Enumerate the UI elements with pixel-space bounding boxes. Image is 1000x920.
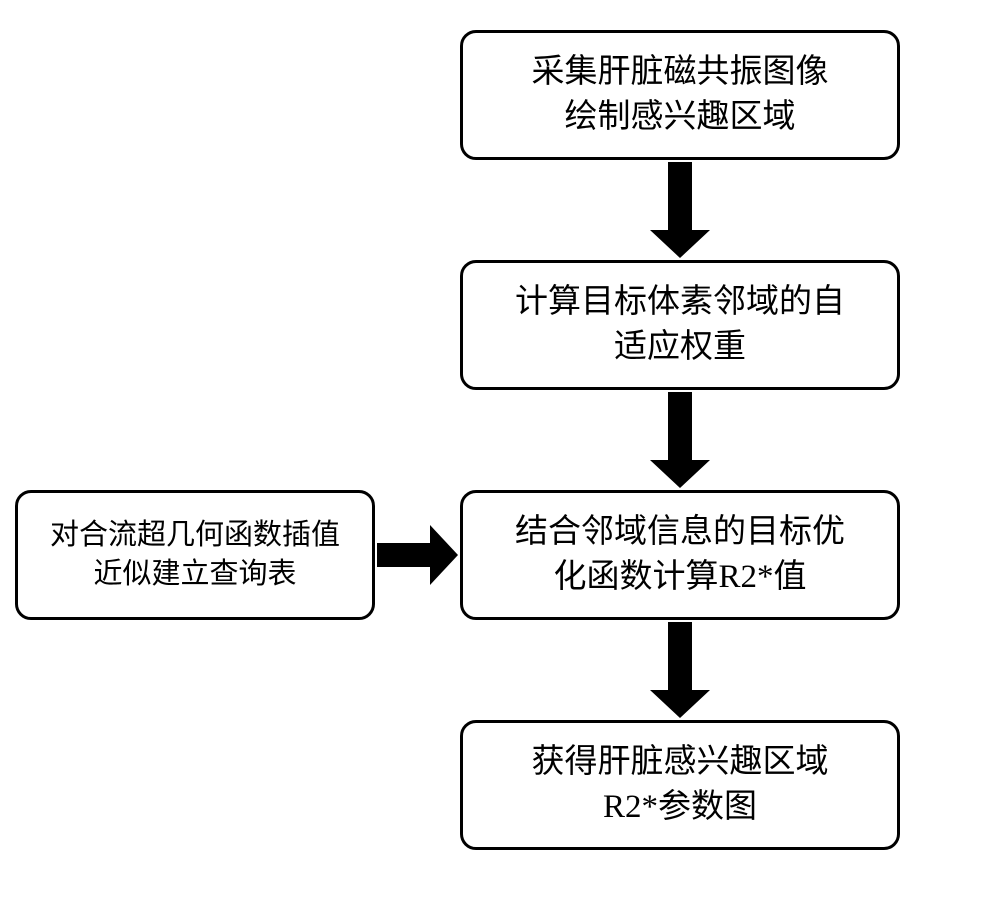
flowchart-canvas: 采集肝脏磁共振图像 绘制感兴趣区域 计算目标体素邻域的自 适应权重 结合邻域信息… xyxy=(0,0,1000,920)
node-label: 对合流超几何函数插值 近似建立查询表 xyxy=(50,516,340,594)
node-output-map: 获得肝脏感兴趣区域 R2*参数图 xyxy=(460,720,900,850)
node-acquire-mri: 采集肝脏磁共振图像 绘制感兴趣区域 xyxy=(460,30,900,160)
arrow-right-icon xyxy=(377,525,458,585)
node-lookup-table: 对合流超几何函数插值 近似建立查询表 xyxy=(15,490,375,620)
arrow-down-icon xyxy=(650,622,710,718)
node-label: 采集肝脏磁共振图像 绘制感兴趣区域 xyxy=(532,50,829,139)
node-label: 计算目标体素邻域的自 适应权重 xyxy=(515,280,845,369)
node-compute-r2star: 结合邻域信息的目标优 化函数计算R2*值 xyxy=(460,490,900,620)
arrow-down-icon xyxy=(650,162,710,258)
node-label: 获得肝脏感兴趣区域 R2*参数图 xyxy=(532,740,829,829)
node-compute-weights: 计算目标体素邻域的自 适应权重 xyxy=(460,260,900,390)
node-label: 结合邻域信息的目标优 化函数计算R2*值 xyxy=(515,510,845,599)
arrow-down-icon xyxy=(650,392,710,488)
